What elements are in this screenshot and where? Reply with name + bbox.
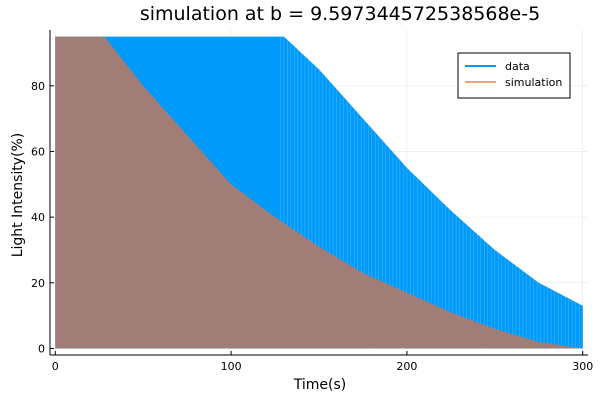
legend-label-simulation: simulation: [505, 76, 562, 89]
legend-label-data: data: [505, 60, 530, 73]
legend: data simulation: [457, 52, 571, 99]
series-simulation-area: [55, 36, 583, 349]
legend-box: [457, 52, 571, 99]
y-tick-label: 60: [31, 145, 45, 158]
y-tick-label: 20: [31, 277, 45, 290]
x-tick-label: 0: [52, 360, 59, 373]
x-axis-label: Time(s): [293, 377, 346, 393]
x-tick-label: 100: [221, 360, 242, 373]
chart-title: simulation at b = 9.597344572538568e-5: [140, 3, 540, 25]
y-tick-label: 0: [38, 342, 45, 355]
y-axis-label: Light Intensity(%): [10, 133, 26, 258]
plot-area: [55, 36, 583, 349]
axes: 0 100 200 300 0 20 40 60 80: [31, 30, 593, 373]
y-tick-label: 40: [31, 211, 45, 224]
x-tick-label: 200: [396, 360, 417, 373]
x-tick-label: 300: [572, 360, 593, 373]
y-tick-label: 80: [31, 80, 45, 93]
